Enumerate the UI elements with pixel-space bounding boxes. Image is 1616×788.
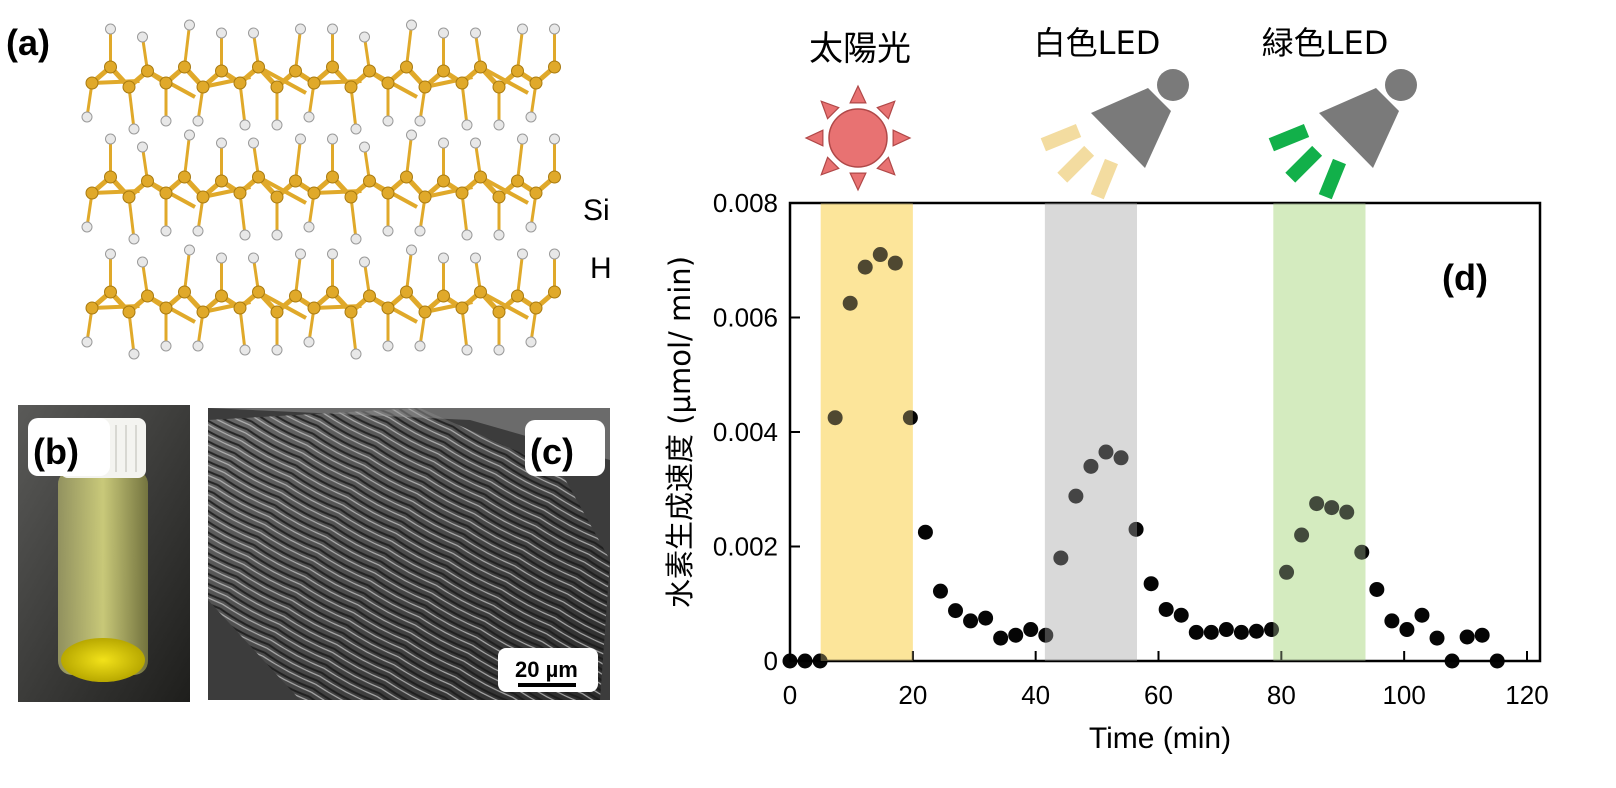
scale-bar-label: 20 µm bbox=[515, 657, 578, 682]
data-point bbox=[812, 653, 828, 669]
panel-a-label: (a) bbox=[6, 22, 50, 63]
data-point bbox=[1248, 623, 1264, 639]
data-point bbox=[978, 610, 994, 626]
data-point bbox=[827, 410, 843, 426]
x-tick-label: 40 bbox=[1021, 680, 1050, 710]
data-point bbox=[842, 295, 858, 311]
white-led-label: 白色LED bbox=[1034, 24, 1161, 62]
data-point bbox=[1083, 458, 1099, 474]
data-point bbox=[797, 653, 813, 669]
panel-b-label: (b) bbox=[33, 431, 79, 472]
data-point bbox=[1023, 622, 1039, 638]
legend-si: Si bbox=[583, 194, 610, 227]
sun-icon bbox=[804, 84, 912, 192]
illumination-band bbox=[1044, 203, 1138, 661]
illumination-band bbox=[1273, 203, 1366, 661]
x-tick-label: 80 bbox=[1267, 680, 1296, 710]
data-point bbox=[887, 255, 903, 271]
data-point bbox=[1053, 550, 1069, 566]
scale-bar bbox=[518, 683, 576, 687]
data-point bbox=[1429, 630, 1445, 646]
panel-c-label: (c) bbox=[530, 431, 574, 472]
illumination-band bbox=[820, 203, 913, 661]
illumination-band-overlay bbox=[820, 203, 913, 661]
sunlight-label: 太陽光 bbox=[809, 29, 911, 69]
data-point bbox=[857, 259, 873, 275]
white-led-lamp-icon bbox=[1040, 69, 1189, 200]
data-point bbox=[1143, 576, 1159, 592]
data-point bbox=[782, 653, 798, 669]
data-point bbox=[1279, 564, 1295, 580]
x-tick-label: 100 bbox=[1382, 680, 1425, 710]
data-point bbox=[1474, 627, 1490, 643]
y-tick-label: 0.002 bbox=[713, 532, 778, 562]
data-point bbox=[1264, 622, 1280, 638]
data-point bbox=[1354, 544, 1370, 560]
data-point bbox=[917, 524, 933, 540]
data-point bbox=[872, 247, 888, 263]
data-point bbox=[1098, 444, 1114, 460]
data-point bbox=[963, 613, 979, 629]
data-point bbox=[1233, 624, 1249, 640]
data-point bbox=[1444, 653, 1460, 669]
data-point bbox=[1008, 627, 1024, 643]
x-tick-label: 0 bbox=[783, 680, 797, 710]
x-tick-label: 120 bbox=[1505, 680, 1548, 710]
silicane-structure bbox=[81, 19, 561, 360]
data-point bbox=[1203, 624, 1219, 640]
data-point bbox=[1113, 450, 1129, 466]
data-point bbox=[1399, 622, 1415, 638]
legend-h: H bbox=[590, 252, 612, 285]
illumination-band-overlay bbox=[1273, 203, 1366, 661]
data-point bbox=[1339, 504, 1355, 520]
x-tick-label: 20 bbox=[898, 680, 927, 710]
data-point bbox=[902, 410, 918, 426]
data-point bbox=[1188, 624, 1204, 640]
data-point bbox=[932, 583, 948, 599]
x-tick-label: 60 bbox=[1144, 680, 1173, 710]
data-point bbox=[1324, 500, 1340, 516]
data-point bbox=[1068, 488, 1084, 504]
data-point bbox=[1414, 607, 1430, 623]
data-point bbox=[1038, 627, 1054, 643]
data-point bbox=[948, 603, 964, 619]
x-axis-label: Time (min) bbox=[1089, 722, 1231, 755]
data-point bbox=[993, 630, 1009, 646]
green-led-lamp-icon bbox=[1268, 69, 1417, 200]
y-tick-label: 0 bbox=[764, 646, 778, 676]
data-point bbox=[1128, 521, 1144, 537]
data-point bbox=[1309, 496, 1325, 512]
data-point bbox=[1173, 607, 1189, 623]
green-led-label: 緑色LED bbox=[1262, 24, 1389, 62]
data-point bbox=[1158, 601, 1174, 617]
data-point bbox=[1459, 629, 1475, 645]
data-point bbox=[1218, 622, 1234, 638]
y-tick-label: 0.006 bbox=[713, 303, 778, 333]
data-point bbox=[1384, 613, 1400, 629]
y-axis-label: 水素生成速度 (µmol/ min) bbox=[663, 256, 697, 608]
data-point bbox=[1369, 581, 1385, 597]
y-tick-label: 0.008 bbox=[713, 188, 778, 218]
data-point bbox=[1294, 527, 1310, 543]
illumination-band-overlay bbox=[1044, 203, 1138, 661]
data-point bbox=[1489, 653, 1505, 669]
hydrogen-rate-chart: 0 20 40 60 80 100 120 0 0.002 0.004 0.006 0.008 (d)… bbox=[663, 188, 1549, 755]
y-tick-label: 0.004 bbox=[713, 417, 778, 447]
panel-d-label: (d) bbox=[1442, 257, 1488, 298]
